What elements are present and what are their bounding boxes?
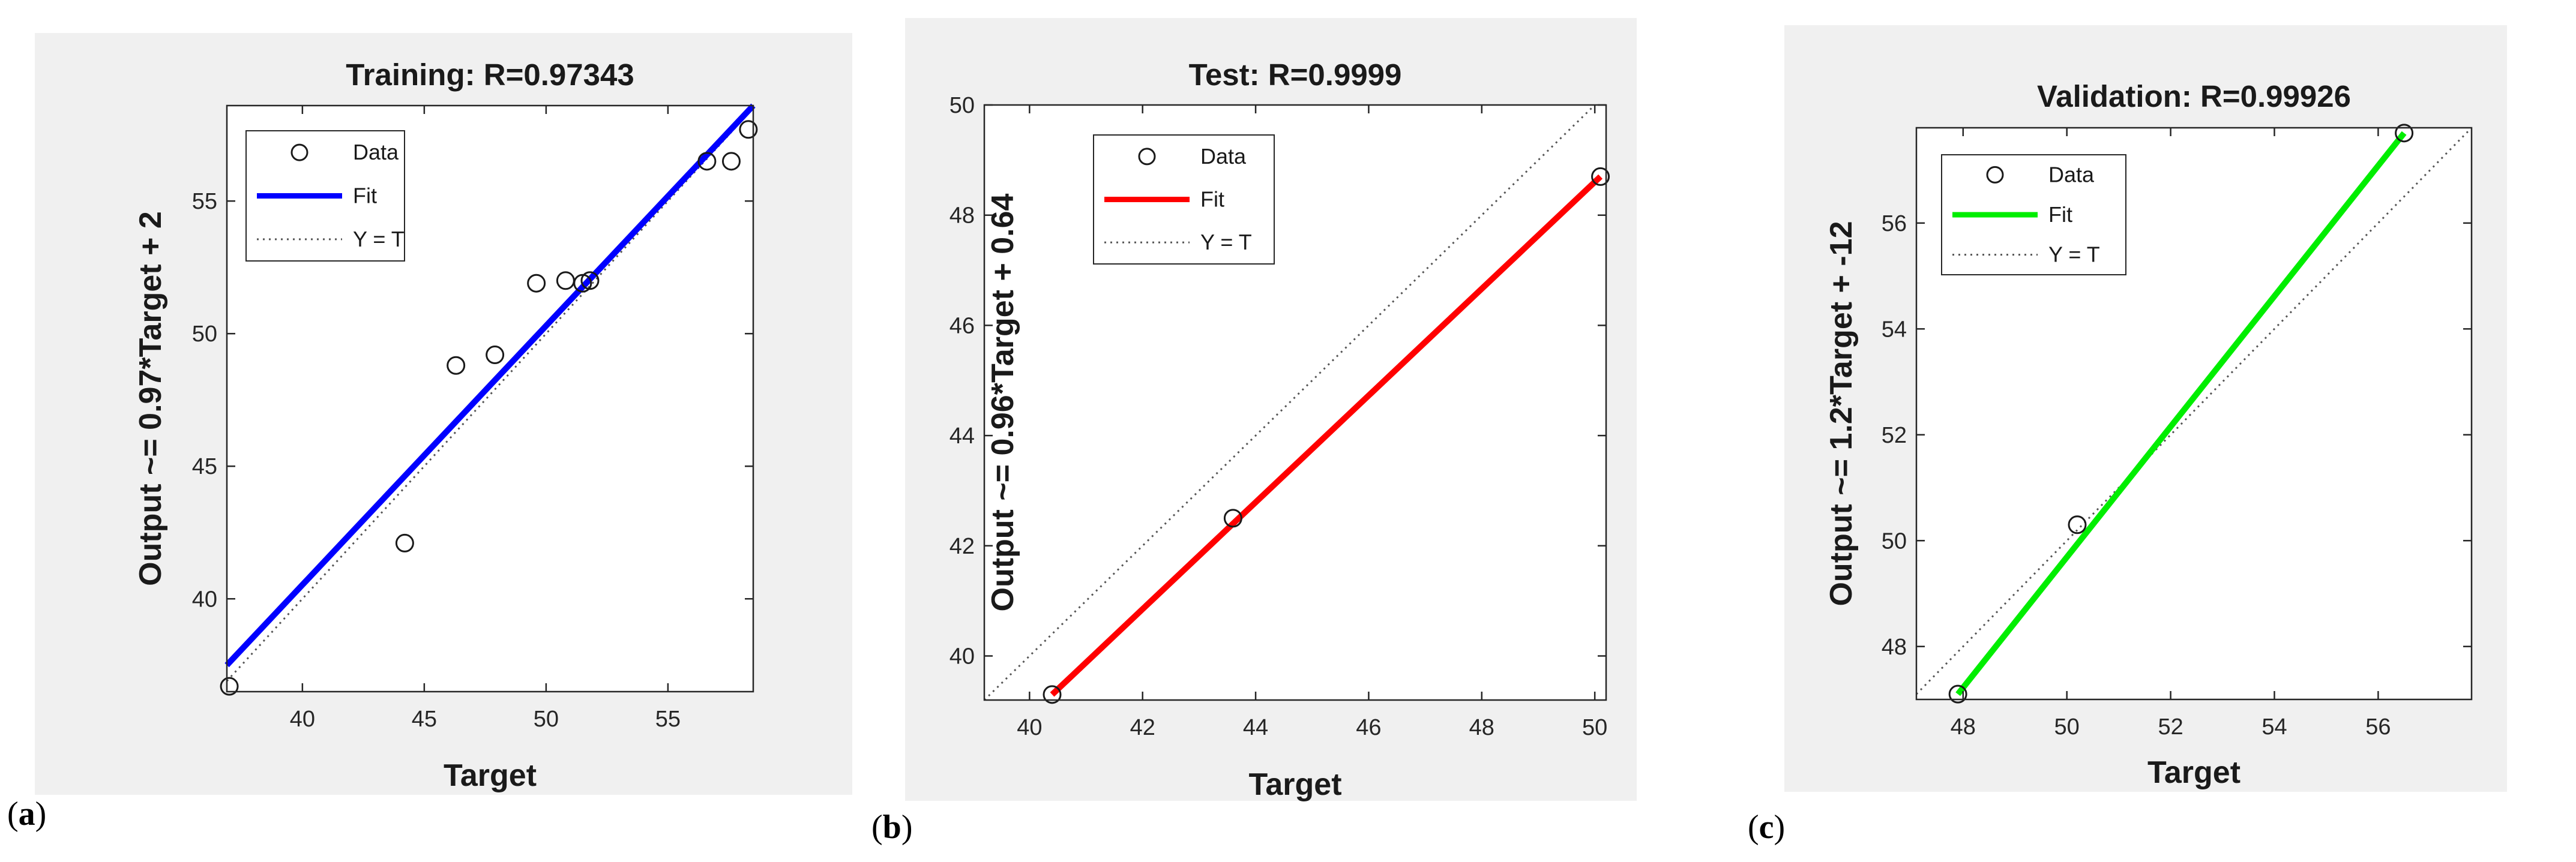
y-tick-label: 48 — [949, 203, 975, 229]
panel-label-letter: b — [883, 809, 901, 846]
legend-data-marker — [290, 143, 308, 161]
x-tick-label: 54 — [2262, 714, 2287, 740]
axes-frame — [1915, 127, 2473, 701]
x-axis-label: Target — [1248, 767, 1341, 802]
chart-panel-b: 40 42 44 46 48 50 40 42 44 46 48 50 Test: R=0.9999 Ta… — [871, 18, 1637, 846]
y-tick-label: 40 — [192, 587, 217, 612]
y-tick-label: 50 — [192, 322, 217, 347]
legend: Data Fit Y = T — [1093, 134, 1275, 265]
panel-label-close: ) — [35, 795, 47, 833]
y-tick-label: 56 — [1882, 211, 1907, 236]
axes-frame — [226, 104, 754, 693]
chart-panel-a: 40 45 50 55 40 45 50 55 Training: R=0.97343 Targe… — [7, 33, 852, 833]
y-tick-label: 54 — [1882, 317, 1907, 342]
x-axis-label: Target — [444, 758, 537, 793]
x-tick-label: 40 — [290, 707, 315, 732]
legend-entry-label: Y = T — [2048, 242, 2100, 267]
legend-entry-label: Data — [1200, 144, 1247, 169]
identity-line — [983, 104, 1596, 701]
legend-entry-label: Fit — [1200, 187, 1224, 212]
identity-line — [1915, 127, 2473, 695]
x-tick-label: 52 — [2158, 714, 2183, 740]
panel-label: (b) — [871, 809, 912, 846]
y-tick-label: 40 — [949, 644, 975, 669]
panel-label-open: ( — [7, 795, 19, 833]
x-tick-label: 55 — [655, 707, 681, 732]
data-point — [220, 677, 239, 696]
x-tick-label: 42 — [1130, 715, 1155, 740]
plot-area — [984, 105, 1606, 700]
panel-label-close: ) — [1774, 809, 1786, 846]
x-axis-label: Target — [2147, 755, 2240, 790]
data-point — [1043, 685, 1062, 704]
data-point — [1948, 684, 1967, 704]
y-axis-label: Output ~= 1.2*Target + -12 — [1824, 221, 1859, 606]
legend-entry-label: Fit — [2048, 202, 2072, 227]
data-point — [2395, 124, 2414, 143]
identity-line — [226, 107, 754, 682]
y-tick-label: 55 — [192, 189, 217, 214]
x-tick-label: 48 — [1469, 715, 1494, 740]
data-point — [721, 152, 741, 171]
legend-data-marker — [1986, 166, 2004, 184]
x-tick-label: 46 — [1356, 715, 1381, 740]
data-point — [1223, 509, 1242, 528]
panel-label-open: ( — [1748, 809, 1759, 846]
legend-entry-label: Data — [353, 140, 399, 164]
x-tick-label: 50 — [534, 707, 559, 732]
chart-title: Training: R=0.97343 — [346, 58, 634, 92]
x-tick-label: 56 — [2365, 714, 2391, 740]
y-tick-label: 50 — [1882, 528, 1907, 554]
fit-line — [1955, 131, 2407, 696]
data-point — [580, 271, 600, 290]
x-tick-label: 45 — [412, 707, 437, 732]
legend-entry-label: Y = T — [1200, 230, 1252, 254]
y-tick-label: 45 — [192, 454, 217, 479]
chart-title: Test: R=0.9999 — [1189, 58, 1402, 92]
x-tick-label: 40 — [1017, 715, 1042, 740]
data-point — [697, 152, 717, 171]
axes-frame — [983, 104, 1607, 701]
data-point — [527, 274, 546, 293]
data-point — [1591, 167, 1610, 186]
fit-line — [1050, 174, 1603, 697]
y-tick-label: 48 — [1882, 635, 1907, 660]
x-tick-label: 50 — [1582, 715, 1607, 740]
x-tick-label: 50 — [2054, 714, 2080, 740]
panel-label: (a) — [7, 795, 46, 833]
panel-label: (c) — [1748, 809, 1785, 846]
data-point — [739, 120, 758, 139]
panel-label-letter: a — [19, 795, 35, 833]
y-tick-label: 52 — [1882, 423, 1907, 448]
data-point — [447, 356, 466, 375]
legend: Data Fit Y = T — [1941, 154, 2126, 275]
x-tick-label: 44 — [1243, 715, 1268, 740]
chart-title: Validation: R=0.99926 — [2037, 79, 2351, 113]
y-tick-label: 42 — [949, 534, 975, 559]
legend-entry-label: Y = T — [353, 227, 405, 251]
legend-entry-label: Fit — [353, 184, 377, 208]
y-tick-label: 44 — [949, 424, 975, 449]
fit-line — [224, 103, 756, 668]
y-tick-label: 46 — [949, 313, 975, 338]
data-point — [395, 533, 414, 552]
chart-panel-c: 48 50 52 54 56 48 50 52 54 56 Validation: R=0.9992… — [1748, 25, 2507, 846]
legend-entry-label: Data — [2048, 162, 2095, 187]
legend-data-marker — [1138, 148, 1156, 166]
panel-label-letter: c — [1759, 809, 1774, 846]
data-point — [486, 346, 505, 365]
legend: Data Fit Y = T — [245, 130, 405, 262]
data-point — [2068, 515, 2087, 534]
y-tick-label: 50 — [949, 93, 975, 118]
panel-label-close: ) — [901, 809, 913, 846]
panel-label-open: ( — [871, 809, 883, 846]
y-axis-label: Output ~= 0.96*Target + 0.64 — [986, 193, 1020, 611]
x-tick-label: 48 — [1951, 714, 1976, 740]
y-axis-label: Output ~= 0.97*Target + 2 — [133, 211, 168, 586]
